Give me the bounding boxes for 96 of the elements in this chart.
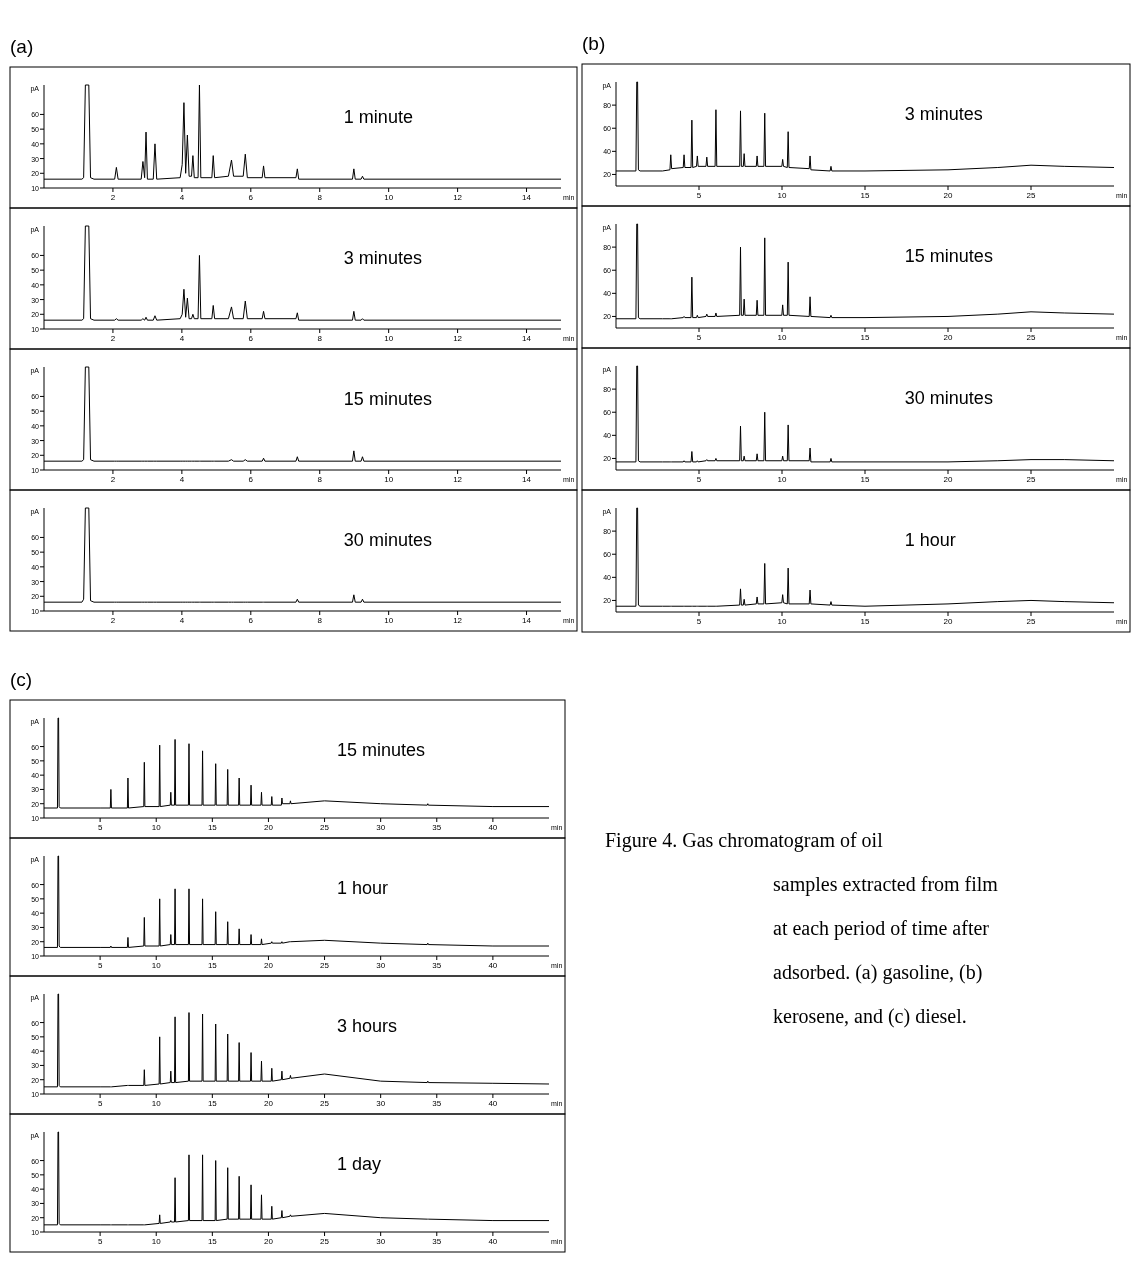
x-tick-label: 8 [317, 193, 323, 202]
x-tick-label: 35 [432, 961, 442, 970]
x-tick-label: 10 [777, 617, 787, 626]
x-tick-label: 5 [696, 191, 702, 200]
x-tick-label: 2 [110, 334, 116, 343]
x-tick-label: 6 [248, 616, 254, 625]
x-tick-label: 20 [943, 475, 953, 484]
x-tick-label: 15 [860, 475, 870, 484]
text: 1 minute [343, 107, 413, 127]
x-tick-label: 5 [696, 333, 702, 342]
x-tick-label: 4 [179, 334, 185, 343]
x-tick-label: 35 [432, 1099, 442, 1108]
x-tick-label: 40 [488, 961, 498, 970]
x-tick-label: 15 [207, 823, 218, 832]
x-tick-label: 6 [248, 475, 254, 484]
x-tick-label: 30 [376, 1237, 386, 1246]
x-tick-label: 10 [151, 1099, 162, 1108]
x-tick-label: 10 [384, 616, 394, 625]
x-tick-label: 25 [1026, 333, 1036, 342]
x-tick-label: 30 [376, 961, 386, 970]
text: 15 minutes [343, 389, 432, 409]
x-tick-label: 40 [488, 1099, 498, 1108]
x-tick-label: 15 [860, 191, 870, 200]
x-tick-label: 2 [110, 616, 116, 625]
text: (c) [10, 669, 33, 690]
x-tick-label: 20 [943, 333, 953, 342]
x-tick-label: 6 [248, 334, 254, 343]
x-tick-label: 10 [151, 823, 162, 832]
x-tick-label: 8 [317, 616, 323, 625]
x-tick-label: 25 [1026, 475, 1036, 484]
x-tick-label: 12 [453, 616, 463, 625]
x-tick-label: 20 [263, 1099, 274, 1108]
x-tick-label: 14 [522, 475, 532, 484]
x-tick-label: 10 [777, 333, 787, 342]
x-tick-label: 5 [97, 823, 103, 832]
x-tick-label: 10 [384, 475, 394, 484]
x-tick-label: 40 [488, 823, 498, 832]
x-tick-label: 20 [263, 1237, 274, 1246]
text: 15 minutes [904, 246, 993, 266]
text: 3 minutes [343, 248, 422, 268]
x-tick-label: 12 [453, 475, 463, 484]
x-tick-label: 14 [522, 334, 532, 343]
text: 30 minutes [904, 388, 993, 408]
x-tick-label: 10 [151, 961, 162, 970]
x-tick-label: 25 [320, 823, 330, 832]
x-tick-label: 40 [488, 1237, 498, 1246]
x-tick-label: 4 [179, 616, 185, 625]
text: 1 day [336, 1154, 381, 1174]
x-tick-label: 25 [1026, 617, 1036, 626]
x-tick-label: 10 [777, 191, 787, 200]
x-tick-label: 20 [263, 823, 274, 832]
text: 15 minutes [336, 740, 425, 760]
text: (b) [582, 33, 606, 54]
x-tick-label: 4 [179, 193, 185, 202]
x-tick-label: 30 [376, 823, 386, 832]
x-tick-label: 25 [320, 961, 330, 970]
text: 1 hour [904, 530, 956, 550]
x-tick-label: 20 [943, 617, 953, 626]
x-tick-label: 10 [777, 475, 787, 484]
x-tick-label: 10 [384, 334, 394, 343]
x-tick-label: 5 [696, 617, 702, 626]
text: 1 hour [336, 878, 388, 898]
x-tick-label: 25 [320, 1099, 330, 1108]
text: 3 minutes [904, 104, 983, 124]
x-tick-label: 14 [522, 616, 532, 625]
x-tick-label: 12 [453, 334, 463, 343]
x-tick-label: 5 [97, 1099, 103, 1108]
x-tick-label: 2 [110, 193, 116, 202]
x-tick-label: 5 [97, 961, 103, 970]
x-tick-label: 15 [860, 617, 870, 626]
x-tick-label: 15 [207, 1237, 218, 1246]
x-tick-label: 15 [207, 961, 218, 970]
x-tick-label: 10 [384, 193, 394, 202]
text: (a) [10, 36, 34, 57]
x-tick-label: 15 [207, 1099, 218, 1108]
x-tick-label: 5 [97, 1237, 103, 1246]
x-tick-label: 10 [151, 1237, 162, 1246]
x-tick-label: 35 [432, 823, 442, 832]
caption: Figure 4. Gas chromatogram of oil samples extracted from film at each period of time after adsorbed. (a) gasoline, (b) kerosene, and (c) diesel. [605, 829, 999, 1028]
x-tick-label: 5 [696, 475, 702, 484]
x-tick-label: 25 [320, 1237, 330, 1246]
x-tick-label: 12 [453, 193, 463, 202]
x-tick-label: 25 [1026, 191, 1036, 200]
x-tick-label: 2 [110, 475, 116, 484]
text: 30 minutes [343, 530, 432, 550]
x-tick-label: 20 [263, 961, 274, 970]
text: 3 hours [336, 1016, 397, 1036]
x-tick-label: 8 [317, 334, 323, 343]
x-tick-label: 30 [376, 1099, 386, 1108]
x-tick-label: 6 [248, 193, 254, 202]
x-tick-label: 20 [943, 191, 953, 200]
x-tick-label: 14 [522, 193, 532, 202]
x-tick-label: 35 [432, 1237, 442, 1246]
x-tick-label: 8 [317, 475, 323, 484]
x-tick-label: 4 [179, 475, 185, 484]
x-tick-label: 15 [860, 333, 870, 342]
